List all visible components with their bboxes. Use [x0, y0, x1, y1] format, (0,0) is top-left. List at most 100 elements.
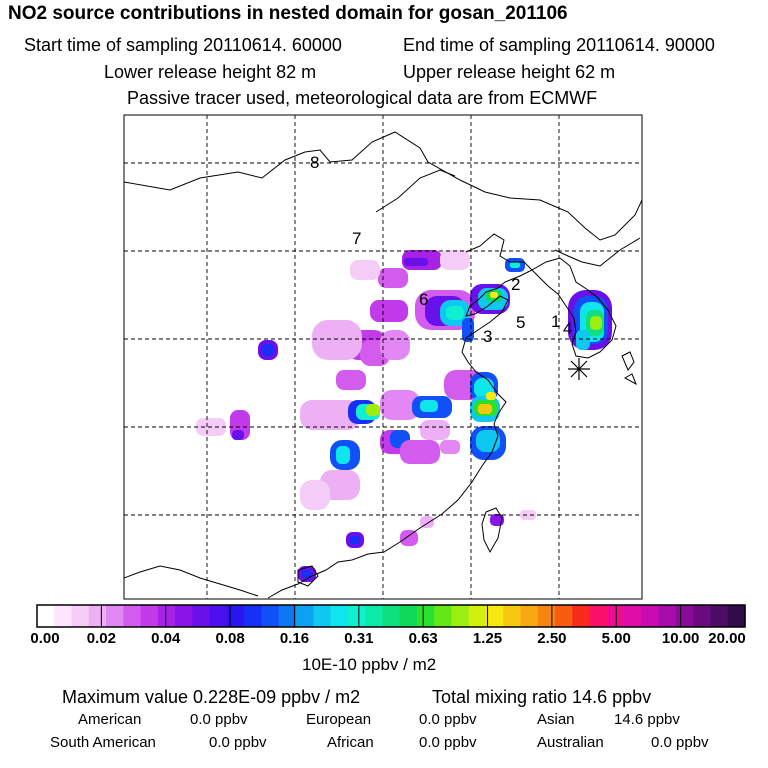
chart-title: NO2 source contributions in nested domai… [8, 3, 568, 24]
plume-cell [486, 392, 496, 400]
colorbar-swatch [727, 605, 746, 627]
colorbar-swatch [123, 605, 142, 627]
plume-cell [420, 516, 434, 528]
group-name-european: European [306, 711, 372, 728]
plume-cell [370, 300, 408, 322]
region-label-1: 1 [551, 312, 560, 331]
group-value-asian: 14.6 ppbv [614, 711, 680, 728]
plume-cell [446, 306, 464, 320]
colorbar-swatch [572, 605, 591, 627]
receptor-marker [568, 358, 590, 380]
plume-cell [510, 262, 520, 268]
group-name-asian: Asian [537, 711, 575, 728]
colorbar-swatch [71, 605, 90, 627]
colorbar-tick-label: 0.08 [215, 630, 245, 647]
region-label-6: 6 [419, 290, 428, 309]
group-name-african: African [327, 734, 374, 751]
group-value-european: 0.0 ppbv [419, 711, 477, 728]
colorbar-swatch [261, 605, 280, 627]
colorbar-swatch [313, 605, 332, 627]
colorbar-swatch [434, 605, 453, 627]
colorbar-tick-label: 0.04 [151, 630, 181, 647]
colorbar-swatch [589, 605, 608, 627]
colorbar-tick-label: 0.63 [408, 630, 438, 647]
colorbar-swatch [278, 605, 297, 627]
colorbar-tick-label: 1.25 [472, 630, 503, 647]
taiwan-coastline [481, 507, 503, 554]
colorbar-swatch [468, 605, 487, 627]
plume-cell [380, 330, 410, 360]
colorbar-swatch [451, 605, 470, 627]
plume-cell [478, 404, 492, 414]
plume-cell [350, 260, 380, 280]
tracer-note: Passive tracer used, meteorological data… [127, 88, 598, 108]
plume-cell [420, 400, 438, 412]
plume-cell [576, 330, 590, 350]
colorbar-swatch [399, 605, 418, 627]
korea-north-coast [554, 237, 641, 267]
start-time-label: Start time of sampling 20110614. 60000 [24, 35, 342, 55]
plume-cell [400, 530, 418, 546]
colorbar-swatch [537, 605, 556, 627]
total-mixing-ratio: Total mixing ratio 14.6 ppbv [432, 687, 652, 707]
colorbar-swatch [330, 605, 349, 627]
japan-coastline-2 [623, 373, 637, 386]
plume-cell [232, 430, 244, 440]
plume-cell [378, 268, 408, 288]
plume-cell [590, 316, 602, 330]
plume-cell [404, 258, 428, 266]
region-label-5: 5 [516, 313, 525, 332]
region-label-4: 4 [563, 319, 572, 338]
colorbar-swatch [520, 605, 539, 627]
colorbar-swatch [88, 605, 107, 627]
plume-cell [490, 292, 498, 298]
region-labels: 1 2 3 4 5 6 7 8 [310, 153, 572, 346]
plume-cell [520, 510, 536, 520]
group-value-south-american: 0.0 ppbv [209, 734, 267, 751]
colorbar-swatch [347, 605, 366, 627]
colorbar-swatch [485, 605, 504, 627]
colorbar-swatch [296, 605, 314, 627]
plume-cell [440, 440, 460, 454]
plume-cell [302, 570, 312, 578]
region-label-3: 3 [483, 327, 492, 346]
plume-layer [196, 250, 612, 582]
colorbar-swatch [675, 605, 694, 627]
northeast-border-line [375, 169, 456, 213]
colorbar-swatch [37, 605, 55, 627]
group-value-american: 0.0 ppbv [190, 711, 248, 728]
colorbar-tick-label: 0.31 [344, 630, 374, 647]
group-name-australian: Australian [537, 734, 604, 751]
colorbar-swatch [226, 605, 245, 627]
end-time-label: End time of sampling 20110614. 90000 [403, 35, 715, 55]
colorbar-swatch [710, 605, 729, 627]
plume-cell [440, 250, 470, 270]
lower-height-label: Lower release height 82 m [104, 62, 317, 82]
colorbar-swatch [555, 605, 573, 627]
region-label-7: 7 [352, 229, 361, 248]
colorbar-frame [36, 604, 746, 628]
colorbar-tick-label: 20.00 [708, 630, 746, 647]
north-border-line [124, 131, 642, 241]
colorbar-swatch [209, 605, 228, 627]
plume-cell [336, 370, 366, 390]
group-value-australian: 0.0 ppbv [651, 734, 709, 751]
plume-cell [300, 400, 360, 430]
colorbar [37, 605, 746, 627]
plume-cell [380, 390, 420, 420]
plume-cell [400, 440, 440, 464]
colorbar-swatch [365, 605, 383, 627]
japan-coastline [621, 351, 635, 371]
colorbar-tick-label: 5.00 [601, 630, 631, 647]
colorbar-swatch [54, 605, 73, 627]
group-name-south-american: South American [50, 734, 156, 751]
plume-cell [350, 536, 360, 544]
plume-cell [366, 404, 380, 416]
colorbar-tick-label: 10.00 [661, 630, 700, 647]
plume-cell [312, 320, 362, 360]
region-label-2: 2 [511, 275, 520, 294]
plume-cell [336, 446, 350, 464]
group-name-american: American [78, 711, 142, 728]
upper-height-label: Upper release height 62 m [403, 62, 616, 82]
